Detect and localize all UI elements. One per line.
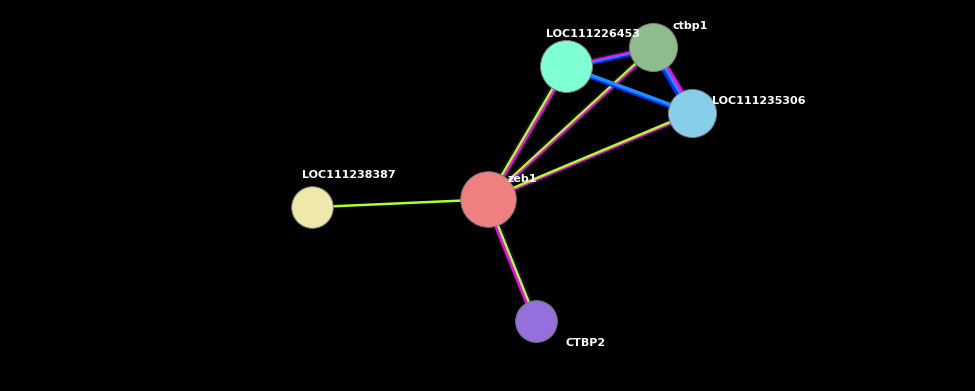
Point [304,204,320,210]
Text: zeb1: zeb1 [507,174,536,184]
Text: LOC111238387: LOC111238387 [302,170,396,180]
Point [528,317,544,324]
Text: CTBP2: CTBP2 [566,338,605,348]
Text: LOC111235306: LOC111235306 [712,95,805,106]
Text: LOC111226453: LOC111226453 [546,29,640,39]
Point [645,44,661,50]
Point [480,196,495,203]
Text: ctbp1: ctbp1 [673,21,708,31]
Point [684,110,700,117]
Point [558,63,573,70]
